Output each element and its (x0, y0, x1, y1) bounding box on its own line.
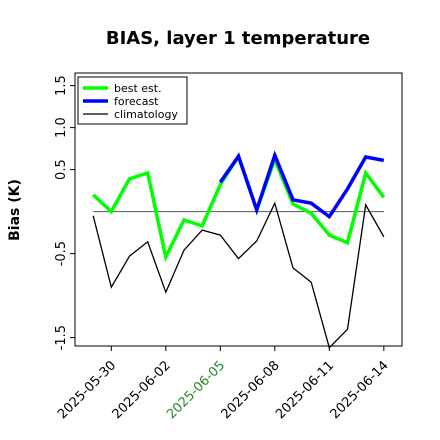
legend-label: forecast (114, 95, 159, 108)
series-line-climatology (92, 201, 385, 349)
y-tick-label: -0.5 (54, 241, 69, 266)
y-tick-label: 0.5 (54, 159, 69, 180)
x-tick-label: 2025-06-14 (328, 358, 392, 422)
y-tick-label: -1.5 (54, 325, 69, 350)
y-tick-label: 1.0 (54, 117, 69, 138)
y-axis-label: Bias (K) (7, 179, 23, 241)
series-line-best-est (92, 152, 386, 263)
plot-area (74, 72, 403, 347)
series-line-forecast (218, 150, 385, 220)
chart-title: BIAS, layer 1 temperature (106, 28, 370, 49)
y-tick-label: 1.5 (54, 75, 69, 96)
legend-label: climatology (114, 108, 178, 121)
legend-label: best est. (114, 82, 162, 95)
